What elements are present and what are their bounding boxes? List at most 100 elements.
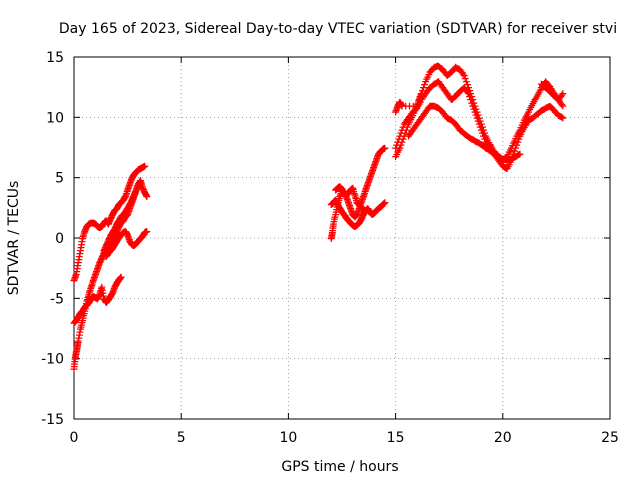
data-point: +	[480, 126, 489, 139]
data-point: +	[79, 303, 88, 316]
data-point: +	[345, 199, 354, 212]
data-point: +	[343, 187, 352, 200]
data-point: +	[129, 239, 138, 252]
data-point: +	[74, 310, 83, 323]
data-point: +	[118, 227, 127, 240]
data-point: +	[476, 120, 485, 133]
data-point: +	[498, 154, 507, 167]
data-point: +	[374, 148, 383, 161]
data-point: +	[114, 273, 123, 286]
data-point: +	[406, 108, 415, 121]
data-point: +	[516, 121, 525, 134]
data-point: +	[102, 241, 111, 254]
data-point: +	[105, 291, 114, 304]
data-point: +	[91, 291, 100, 304]
data-point: +	[105, 232, 114, 245]
data-point: +	[339, 185, 348, 198]
data-point: +	[132, 184, 141, 197]
data-point: +	[467, 96, 476, 109]
data-point: +	[111, 278, 120, 291]
data-point: +	[106, 236, 115, 249]
data-point: +	[330, 210, 339, 223]
data-point: +	[136, 176, 145, 189]
data-point: +	[85, 294, 94, 307]
data-point: +	[557, 89, 566, 102]
data-point: +	[546, 100, 555, 113]
data-point: +	[406, 113, 415, 126]
data-point: +	[461, 83, 470, 96]
data-point: +	[346, 202, 355, 215]
data-point: +	[433, 60, 442, 73]
data-points: ++++++++++++++++++++++++++++++++++++++++…	[69, 59, 567, 375]
data-point: +	[342, 211, 351, 224]
data-point: +	[84, 218, 93, 231]
data-point: +	[352, 219, 361, 232]
data-point: +	[360, 205, 369, 218]
data-point: +	[78, 232, 87, 245]
data-point: +	[499, 160, 508, 173]
data-point: +	[417, 87, 426, 100]
data-point: +	[117, 228, 126, 241]
data-point: +	[426, 64, 435, 77]
data-point: +	[137, 178, 146, 191]
data-point: +	[434, 102, 443, 115]
data-point: +	[355, 216, 364, 229]
data-point: +	[344, 197, 353, 210]
data-point: +	[504, 160, 513, 173]
data-point: +	[435, 77, 444, 90]
data-point: +	[120, 192, 129, 205]
data-point: +	[112, 277, 121, 290]
data-point: +	[87, 216, 96, 229]
data-point: +	[139, 161, 148, 174]
data-point: +	[132, 237, 141, 250]
data-point: +	[495, 151, 504, 164]
data-point: +	[527, 99, 536, 112]
data-point: +	[497, 152, 506, 165]
data-point: +	[94, 261, 103, 274]
data-point: +	[99, 246, 108, 259]
data-point: +	[527, 112, 536, 125]
data-point: +	[103, 237, 112, 250]
data-point: +	[499, 153, 508, 166]
data-point: +	[82, 220, 91, 233]
data-point: +	[478, 126, 487, 139]
data-point: +	[123, 184, 132, 197]
data-point: +	[358, 202, 367, 215]
data-point: +	[417, 111, 426, 124]
data-point: +	[551, 89, 560, 102]
data-point: +	[419, 81, 428, 94]
data-point: +	[107, 287, 116, 300]
data-point: +	[398, 120, 407, 133]
data-point: +	[496, 157, 505, 170]
data-point: +	[374, 202, 383, 215]
data-point: +	[102, 242, 111, 255]
data-point: +	[336, 188, 345, 201]
data-point: +	[83, 219, 92, 232]
data-point: +	[349, 208, 358, 221]
data-point: +	[501, 151, 510, 164]
data-point: +	[483, 143, 492, 156]
data-point: +	[133, 235, 142, 248]
data-point: +	[357, 194, 366, 207]
data-point: +	[356, 197, 365, 210]
data-point: +	[92, 219, 101, 232]
data-point: +	[89, 290, 98, 303]
data-point: +	[132, 182, 141, 195]
data-point: +	[351, 219, 360, 232]
data-point: +	[94, 220, 103, 233]
data-point: +	[90, 291, 99, 304]
data-point: +	[374, 147, 383, 160]
data-point: +	[409, 122, 418, 135]
data-point: +	[401, 126, 410, 139]
data-point: +	[79, 303, 88, 316]
data-point: +	[467, 132, 476, 145]
data-point: +	[375, 146, 384, 159]
axis-ticks	[73, 56, 611, 420]
data-point: +	[364, 175, 373, 188]
data-point: +	[536, 83, 545, 96]
data-point: +	[330, 213, 339, 226]
data-point: +	[113, 216, 122, 229]
data-point: +	[102, 215, 111, 228]
data-point: +	[430, 99, 439, 112]
